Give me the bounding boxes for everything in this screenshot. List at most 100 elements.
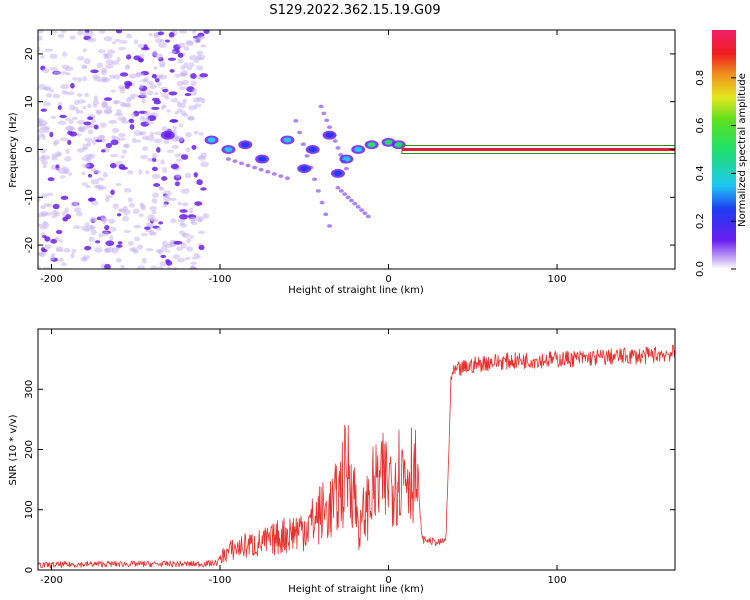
heatmap-speckle bbox=[88, 236, 96, 242]
heatmap-streak bbox=[343, 166, 349, 171]
y-tick-label: 20 bbox=[24, 48, 35, 61]
heatmap-speckle bbox=[185, 147, 191, 153]
heatmap-speckle bbox=[151, 152, 158, 159]
heatmap-speckle bbox=[118, 164, 126, 170]
heatmap-speckle bbox=[137, 244, 143, 250]
heatmap-speckle bbox=[49, 66, 58, 71]
heatmap-streak bbox=[338, 189, 344, 193]
x-tick-label: 100 bbox=[547, 575, 566, 586]
heatmap-speckle bbox=[151, 173, 161, 179]
heatmap-speckle bbox=[179, 86, 188, 90]
heatmap-speckle bbox=[193, 103, 202, 108]
heatmap-speckle bbox=[167, 57, 176, 61]
heatmap-speckle bbox=[40, 210, 49, 217]
heatmap-speckle bbox=[128, 96, 136, 100]
heatmap-speckle bbox=[139, 115, 146, 122]
figure-title: S129.2022.362.15.19.G09 bbox=[269, 3, 440, 18]
heatmap-speckle bbox=[89, 225, 96, 230]
heatmap-speckle bbox=[82, 76, 87, 82]
heatmap-speckle bbox=[68, 104, 76, 111]
heatmap-speckle bbox=[38, 128, 46, 134]
heatmap-speckle bbox=[151, 166, 158, 172]
heatmap-speckle bbox=[122, 149, 128, 155]
heatmap-speckle bbox=[139, 53, 145, 59]
heatmap-speckle bbox=[102, 171, 108, 178]
heatmap-speckle bbox=[83, 121, 92, 126]
heatmap-speckle bbox=[170, 218, 177, 224]
heatmap-speckle bbox=[96, 216, 102, 220]
heatmap-speckle bbox=[170, 119, 178, 123]
heatmap-streak bbox=[321, 111, 327, 116]
heatmap-speckle bbox=[165, 260, 173, 266]
heatmap-streak bbox=[345, 195, 351, 200]
heatmap-speckle bbox=[179, 223, 188, 228]
heatmap-speckle bbox=[117, 241, 123, 245]
heatmap-speckle bbox=[103, 97, 113, 101]
heatmap-speckle bbox=[151, 73, 157, 79]
heatmap-speckle bbox=[69, 35, 76, 40]
heatmap-streak bbox=[318, 104, 324, 109]
heatmap-speckle bbox=[151, 97, 160, 102]
heatmap-speckle bbox=[180, 72, 188, 77]
heatmap-speckle bbox=[124, 143, 129, 148]
y-tick-label: -10 bbox=[24, 189, 35, 205]
heatmap-speckle bbox=[83, 31, 89, 38]
heatmap-speckle bbox=[202, 213, 210, 219]
heatmap-speckle bbox=[149, 206, 157, 211]
heatmap-speckle bbox=[140, 92, 148, 98]
heatmap-speckle bbox=[141, 146, 149, 151]
heatmap-speckle bbox=[158, 186, 163, 190]
heatmap-speckle bbox=[41, 193, 48, 198]
heatmap-streak bbox=[315, 189, 321, 193]
heatmap-speckle bbox=[94, 240, 101, 244]
heatmap-speckle bbox=[177, 58, 184, 64]
heatmap-speckle bbox=[193, 59, 200, 63]
y-tick-label: 0 bbox=[24, 146, 35, 152]
heatmap-speckle bbox=[92, 74, 101, 79]
heatmap-speckle bbox=[90, 168, 97, 172]
heatmap-x-label: Height of straight line (km) bbox=[288, 285, 424, 296]
heatmap-speckle bbox=[153, 138, 163, 144]
heatmap-speckle bbox=[194, 201, 203, 206]
heatmap-speckle bbox=[53, 71, 60, 76]
x-tick-label: -100 bbox=[209, 274, 232, 285]
heatmap-speckle bbox=[70, 252, 75, 259]
heatmap-speckle bbox=[109, 226, 117, 232]
heatmap-speckle bbox=[180, 65, 186, 70]
heatmap-speckle bbox=[168, 91, 178, 96]
heatmap-speckle bbox=[57, 33, 65, 39]
heatmap-speckle bbox=[64, 207, 70, 213]
x-tick-label: -200 bbox=[40, 274, 63, 285]
heatmap-speckle bbox=[189, 266, 198, 269]
heatmap-speckle bbox=[68, 172, 73, 177]
heatmap-speckle bbox=[64, 66, 74, 72]
heatmap-streak bbox=[342, 192, 348, 196]
heatmap-speckle bbox=[189, 216, 197, 222]
colorbar-tick-label: 0.2 bbox=[695, 213, 706, 229]
heatmap-streak bbox=[293, 119, 299, 123]
heatmap-speckle bbox=[140, 131, 147, 136]
heatmap-speckle bbox=[127, 170, 134, 175]
heatmap-y-ticks: -20 -10 0 10 20 bbox=[24, 48, 675, 253]
x-tick-label: 0 bbox=[385, 575, 391, 586]
heatmap-speckle bbox=[170, 163, 179, 170]
heatmap-speckle bbox=[40, 148, 47, 154]
heatmap-speckle bbox=[74, 99, 80, 106]
heatmap-speckle bbox=[40, 108, 47, 112]
heatmap-speckle bbox=[57, 120, 67, 125]
heatmap-speckle bbox=[92, 99, 100, 106]
heatmap-speckle bbox=[121, 103, 130, 108]
heatmap-speckle bbox=[146, 80, 154, 86]
heatmap-streak bbox=[335, 185, 341, 190]
heatmap-speckle bbox=[177, 201, 182, 206]
heatmap-speckle bbox=[96, 177, 105, 181]
heatmap-speckle bbox=[105, 59, 114, 65]
heatmap-speckle bbox=[110, 189, 115, 195]
heatmap-speckle bbox=[87, 103, 92, 109]
heatmap-speckle bbox=[46, 192, 54, 197]
y-tick-label: -20 bbox=[24, 237, 35, 253]
heatmap-speckle bbox=[191, 145, 197, 150]
colorbar-tick-label: 0.8 bbox=[695, 70, 706, 86]
heatmap-speckle bbox=[200, 187, 207, 191]
heatmap-speckle bbox=[177, 102, 182, 108]
